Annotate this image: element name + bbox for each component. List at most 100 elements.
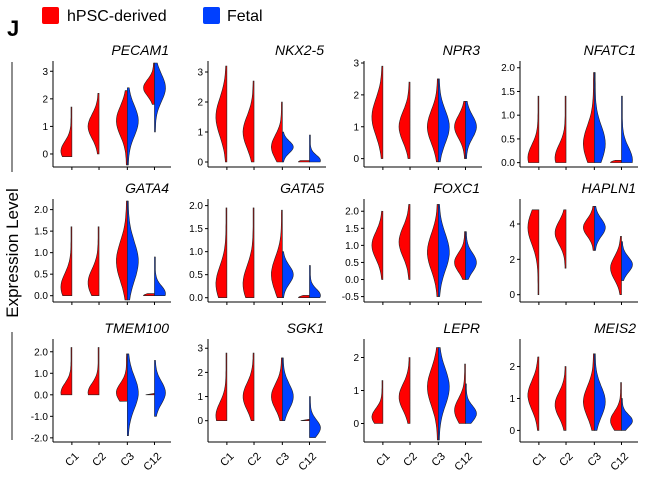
y-tick-label: 1.5 xyxy=(189,224,203,235)
y-tick-label: 0 xyxy=(197,416,203,427)
violin-fetal-c3 xyxy=(438,204,450,297)
violin-hpsc-c12 xyxy=(610,382,622,431)
x-tick-label: C12 xyxy=(608,451,631,474)
y-tick-label: 3 xyxy=(197,68,203,79)
violin-hpsc-c3 xyxy=(271,209,283,299)
gene-title: TMEM100 xyxy=(104,320,169,336)
y-tick-label: 0.0 xyxy=(501,158,515,169)
violin-hpsc-c12 xyxy=(610,159,622,163)
violin-hpsc-c12 xyxy=(300,418,310,421)
gene-title: PECAM1 xyxy=(111,42,169,58)
violin-hpsc-c12 xyxy=(143,293,155,297)
violin-fetal-c3 xyxy=(594,205,606,251)
y-tick-label: 2.0 xyxy=(189,201,203,212)
violin-fetal-c3 xyxy=(282,251,294,299)
violin-hpsc-c12 xyxy=(298,160,310,163)
violin-fetal-c3 xyxy=(127,200,139,301)
violin-panel-tmem100: TMEM100 -2.0 -1.0 0.0 1.0 2.0 C1 C2 C3 C12 xyxy=(31,320,171,473)
y-tick-label: 2.0 xyxy=(34,347,48,358)
violin-hpsc-c2 xyxy=(87,226,100,297)
x-tick-label: C2 xyxy=(557,451,575,469)
violin-fetal-c3 xyxy=(127,353,139,437)
violin-fetal-c3 xyxy=(282,131,294,163)
violin-panel-nkx2-5: NKX2-5 0 1 2 3 xyxy=(197,42,326,170)
y-tick-label: 1.0 xyxy=(34,369,48,380)
violin-hpsc-c2 xyxy=(87,92,100,155)
gene-title: HAPLN1 xyxy=(582,180,636,196)
violin-hpsc-c3 xyxy=(426,78,439,163)
violin-panel-gata5: GATA5 0.0 0.5 1.0 1.5 2.0 xyxy=(189,180,326,305)
x-tick-label: C1 xyxy=(530,451,548,469)
violin-panel-nfatc1: NFATC1 0.0 0.5 1.0 1.5 2.0 xyxy=(501,42,638,170)
violin-hpsc-c3 xyxy=(427,204,439,297)
violin-hpsc-c2 xyxy=(398,204,411,280)
violin-hpsc-c3 xyxy=(583,205,595,251)
legend-label-fetal: Fetal xyxy=(227,8,263,25)
x-tick-label: C1 xyxy=(63,451,81,469)
violin-fetal-c12 xyxy=(465,100,477,159)
gene-title: GATA5 xyxy=(280,180,324,196)
legend-label-hpsc: hPSC-derived xyxy=(67,8,167,25)
x-tick-label: C2 xyxy=(401,451,419,469)
gene-title: NPR3 xyxy=(443,42,481,58)
violin-fetal-c3 xyxy=(438,78,450,163)
violin-hpsc-c1 xyxy=(527,95,540,163)
violin-fetal-c3 xyxy=(594,353,606,431)
x-tick-label: C3 xyxy=(274,451,292,469)
y-tick-label: 1.5 xyxy=(345,224,359,235)
violin-hpsc-c2 xyxy=(398,81,411,159)
gene-title: GATA4 xyxy=(125,180,169,196)
x-tick-label: C1 xyxy=(218,451,236,469)
violin-fetal-c3 xyxy=(282,357,294,422)
legend: hPSC-derived Fetal xyxy=(42,7,263,25)
violin-hpsc-c2 xyxy=(554,209,567,269)
gene-title: SGK1 xyxy=(287,320,324,336)
y-tick-label: 1.0 xyxy=(34,248,48,259)
y-tick-label: 2.0 xyxy=(345,207,359,218)
violin-fetal-c12 xyxy=(154,360,166,417)
violin-hpsc-c1 xyxy=(371,380,384,424)
x-tick-label: C3 xyxy=(119,451,137,469)
violin-panel-lepr: LEPR 0 1 2 C1 C2 C3 C12 xyxy=(353,320,482,473)
violin-fetal-c12 xyxy=(465,383,477,424)
gene-title: NKX2-5 xyxy=(275,42,324,58)
y-tick-label: 2 xyxy=(197,368,203,379)
violin-fetal-c12 xyxy=(309,134,321,163)
violin-hpsc-c3 xyxy=(582,72,595,163)
y-tick-label: 1.0 xyxy=(345,241,359,252)
y-tick-label: 0.5 xyxy=(501,134,515,145)
violin-hpsc-c2 xyxy=(554,95,567,163)
violin-fetal-c12 xyxy=(154,256,166,297)
y-tick-label: 2 xyxy=(353,90,359,101)
y-tick-label: 0.0 xyxy=(34,291,48,302)
violin-panel-pecam1: PECAM1 0 1 2 3 xyxy=(42,42,171,170)
gene-title: LEPR xyxy=(443,320,480,336)
y-tick-label: 2 xyxy=(509,362,515,373)
violin-hpsc-c2 xyxy=(554,366,567,431)
violin-hpsc-c1 xyxy=(215,352,228,422)
violin-fetal-c12 xyxy=(621,398,633,431)
y-tick-label: 1.5 xyxy=(501,87,515,98)
violin-hpsc-c1 xyxy=(371,65,384,159)
violin-hpsc-c12 xyxy=(143,62,155,105)
violin-panel-foxc1: FOXC1 -0.5 0.0 0.5 1.0 1.5 2.0 xyxy=(342,180,482,305)
x-tick-label: C2 xyxy=(245,451,263,469)
y-tick-label: 2 xyxy=(197,98,203,109)
violin-hpsc-c2 xyxy=(398,357,411,424)
y-tick-label: 3 xyxy=(353,59,359,70)
violin-hpsc-c12 xyxy=(454,231,466,280)
violin-hpsc-c3 xyxy=(582,353,595,431)
y-tick-label: 1 xyxy=(197,392,203,403)
y-tick-label: -2.0 xyxy=(31,433,49,444)
panel-label: J xyxy=(7,16,19,41)
violin-hpsc-c3 xyxy=(116,353,128,402)
y-tick-label: 1 xyxy=(353,122,359,133)
y-tick-label: 3 xyxy=(197,344,203,355)
violin-panel-npr3: NPR3 0 1 2 3 xyxy=(353,42,482,170)
y-tick-label: 2 xyxy=(42,94,48,105)
y-tick-label: 1.5 xyxy=(34,227,48,238)
violin-fetal-c3 xyxy=(438,347,450,441)
violin-hpsc-c1 xyxy=(60,347,73,396)
violin-hpsc-c1 xyxy=(215,65,228,163)
